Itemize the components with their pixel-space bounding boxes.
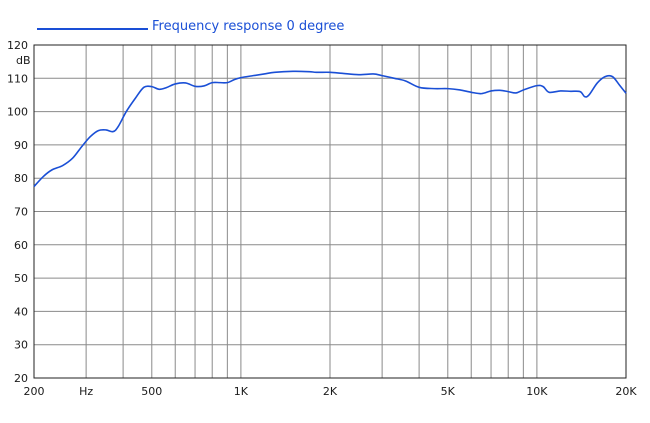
y-tick-40: 40 bbox=[14, 305, 28, 318]
x-tick-5k: 5K bbox=[441, 385, 456, 398]
x-tick-labels: 200 Hz 500 1K 2K 5K 10K 20K bbox=[24, 385, 638, 398]
y-tick-90: 90 bbox=[14, 139, 28, 152]
y-tick-50: 50 bbox=[14, 272, 28, 285]
y-tick-110: 110 bbox=[7, 72, 28, 85]
y-tick-20: 20 bbox=[14, 372, 28, 385]
plot-frame bbox=[33, 44, 627, 379]
series-line-frequency-response bbox=[33, 70, 627, 188]
x-tick-10k: 10K bbox=[526, 385, 548, 398]
y-tick-120: 120 bbox=[7, 39, 28, 52]
legend-label: Frequency response 0 degree bbox=[152, 19, 344, 34]
y-tick-labels: 20 30 40 50 60 70 80 90 100 110 120 bbox=[7, 39, 28, 385]
y-axis-label: dB bbox=[16, 54, 31, 67]
x-tick-20k: 20K bbox=[615, 385, 637, 398]
x-tick-500: 500 bbox=[141, 385, 162, 398]
x-tick-2k: 2K bbox=[323, 385, 338, 398]
y-tick-70: 70 bbox=[14, 206, 28, 219]
x-tick-200: 200 bbox=[24, 385, 45, 398]
x-tick-1k: 1K bbox=[234, 385, 249, 398]
y-tick-80: 80 bbox=[14, 172, 28, 185]
legend: Frequency response 0 degree bbox=[37, 19, 344, 34]
y-tick-30: 30 bbox=[14, 339, 28, 352]
y-tick-60: 60 bbox=[14, 239, 28, 252]
grid-lines bbox=[34, 44, 626, 379]
x-tick-hz: Hz bbox=[79, 385, 93, 398]
y-tick-100: 100 bbox=[7, 106, 28, 119]
